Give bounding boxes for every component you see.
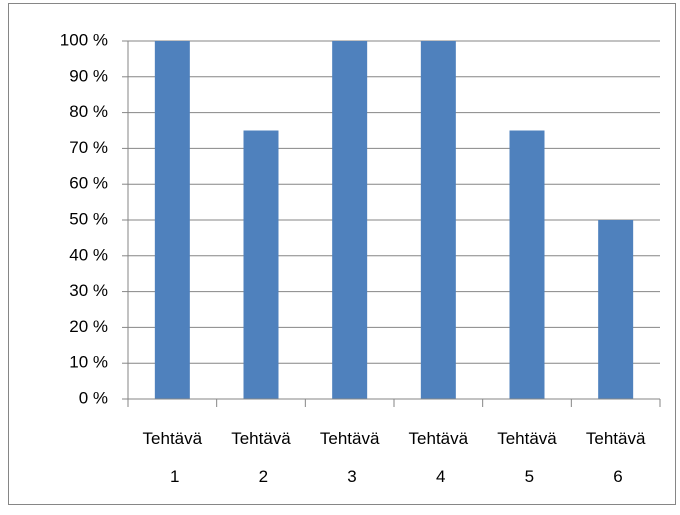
bar [598,220,634,399]
y-tick-label: 0 % [79,388,108,407]
bar [332,41,368,399]
y-tick-label: 90 % [69,66,108,85]
bar [154,41,190,399]
x-tick-label: Tehtävä 4 [409,429,469,486]
y-tick-label: 10 % [69,353,108,372]
x-tick-label: Tehtävä 3 [320,429,380,486]
y-tick-label: 40 % [69,245,108,264]
x-tick-label: Tehtävä 1 [143,429,203,486]
y-tick-label: 80 % [69,102,108,121]
bar [243,130,279,399]
y-tick-label: 30 % [69,281,108,300]
y-tick-label: 50 % [69,209,108,228]
y-tick-label: 100 % [60,30,108,49]
y-tick-label: 60 % [69,174,108,193]
x-tick-label: Tehtävä 6 [586,429,646,486]
bar [509,130,545,399]
y-tick-label: 70 % [69,138,108,157]
x-tick-label: Tehtävä 5 [497,429,557,486]
x-tick-label: Tehtävä 2 [231,429,291,486]
bar [420,41,456,399]
y-tick-label: 20 % [69,317,108,336]
